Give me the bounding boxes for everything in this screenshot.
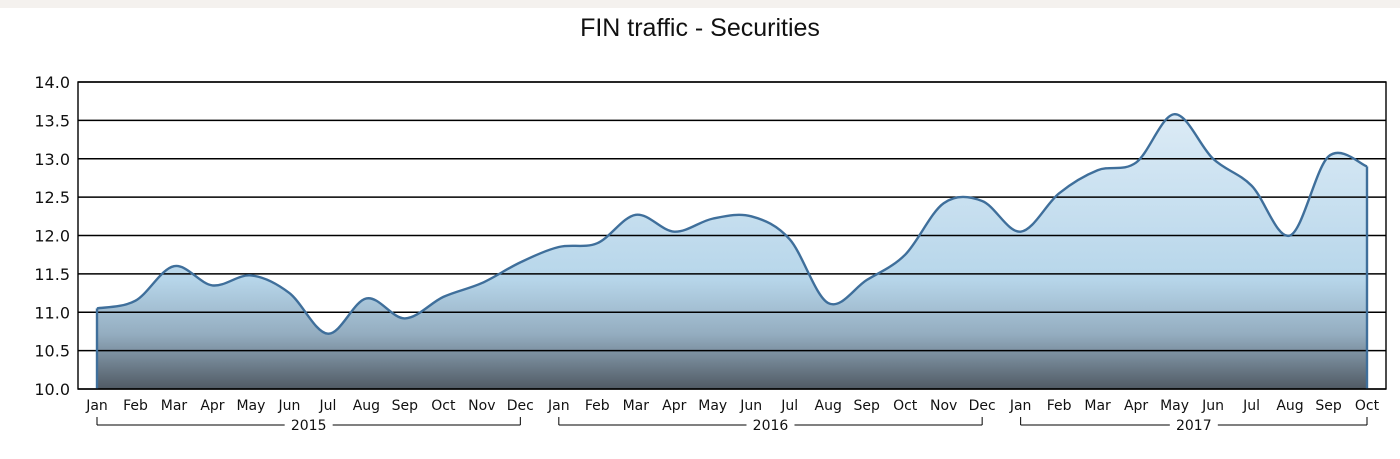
x-tick-label: Apr: [662, 398, 686, 414]
x-tick-label: Feb: [1047, 398, 1072, 414]
x-tick-label: Aug: [353, 398, 380, 414]
x-tick-label: Jul: [780, 398, 798, 414]
x-tick-label: May: [236, 398, 265, 414]
x-tick-label: May: [698, 398, 727, 414]
x-tick-label: Sep: [392, 398, 419, 414]
series-area: [97, 114, 1367, 390]
x-tick-label: Jan: [85, 398, 108, 414]
x-tick-label: Dec: [969, 398, 996, 414]
x-tick-label: Mar: [1084, 398, 1111, 414]
y-tick-label: 10.0: [34, 380, 70, 399]
x-tick-label: Feb: [585, 398, 610, 414]
x-tick-label: Jun: [739, 398, 762, 414]
series-line: [96, 113, 1368, 335]
x-tick-label: May: [1160, 398, 1189, 414]
x-tick-label: Jun: [277, 398, 300, 414]
x-tick-label: Feb: [123, 398, 148, 414]
x-tick-label: Apr: [1124, 398, 1148, 414]
x-tick-label: Jan: [1009, 398, 1032, 414]
y-tick-label: 13.0: [34, 150, 70, 169]
x-tick-label: Nov: [930, 398, 957, 414]
y-tick-label: 14.0: [34, 73, 70, 92]
y-tick-label: 11.5: [34, 265, 70, 284]
y-tick-label: 12.0: [34, 227, 70, 246]
x-tick-label: Jul: [318, 398, 336, 414]
x-tick-label: Aug: [815, 398, 842, 414]
x-tick-label: Apr: [200, 398, 224, 414]
x-tick-label: Sep: [1315, 398, 1342, 414]
x-tick-label: Oct: [893, 398, 918, 414]
year-label: 2017: [1176, 418, 1212, 434]
y-tick-label: 10.5: [34, 342, 70, 361]
y-tick-label: 12.5: [34, 188, 70, 207]
x-tick-label: Aug: [1276, 398, 1303, 414]
x-tick-label: Mar: [161, 398, 188, 414]
plot-frame: [77, 81, 1387, 390]
x-tick-label: Dec: [507, 398, 534, 414]
chart-title: FIN traffic - Securities: [580, 14, 820, 42]
x-tick-label: Jul: [1242, 398, 1260, 414]
x-tick-label: Sep: [854, 398, 881, 414]
x-tick-label: Nov: [468, 398, 495, 414]
y-tick-label: 11.0: [34, 303, 70, 322]
x-tick-label: Mar: [623, 398, 650, 414]
x-tick-label: Jan: [547, 398, 570, 414]
y-tick-label: 13.5: [34, 111, 70, 130]
x-tick-label: Oct: [431, 398, 456, 414]
year-label: 2016: [753, 418, 789, 434]
x-tick-label: Oct: [1355, 398, 1380, 414]
x-tick-label: Jun: [1201, 398, 1224, 414]
year-label: 2015: [291, 418, 327, 434]
